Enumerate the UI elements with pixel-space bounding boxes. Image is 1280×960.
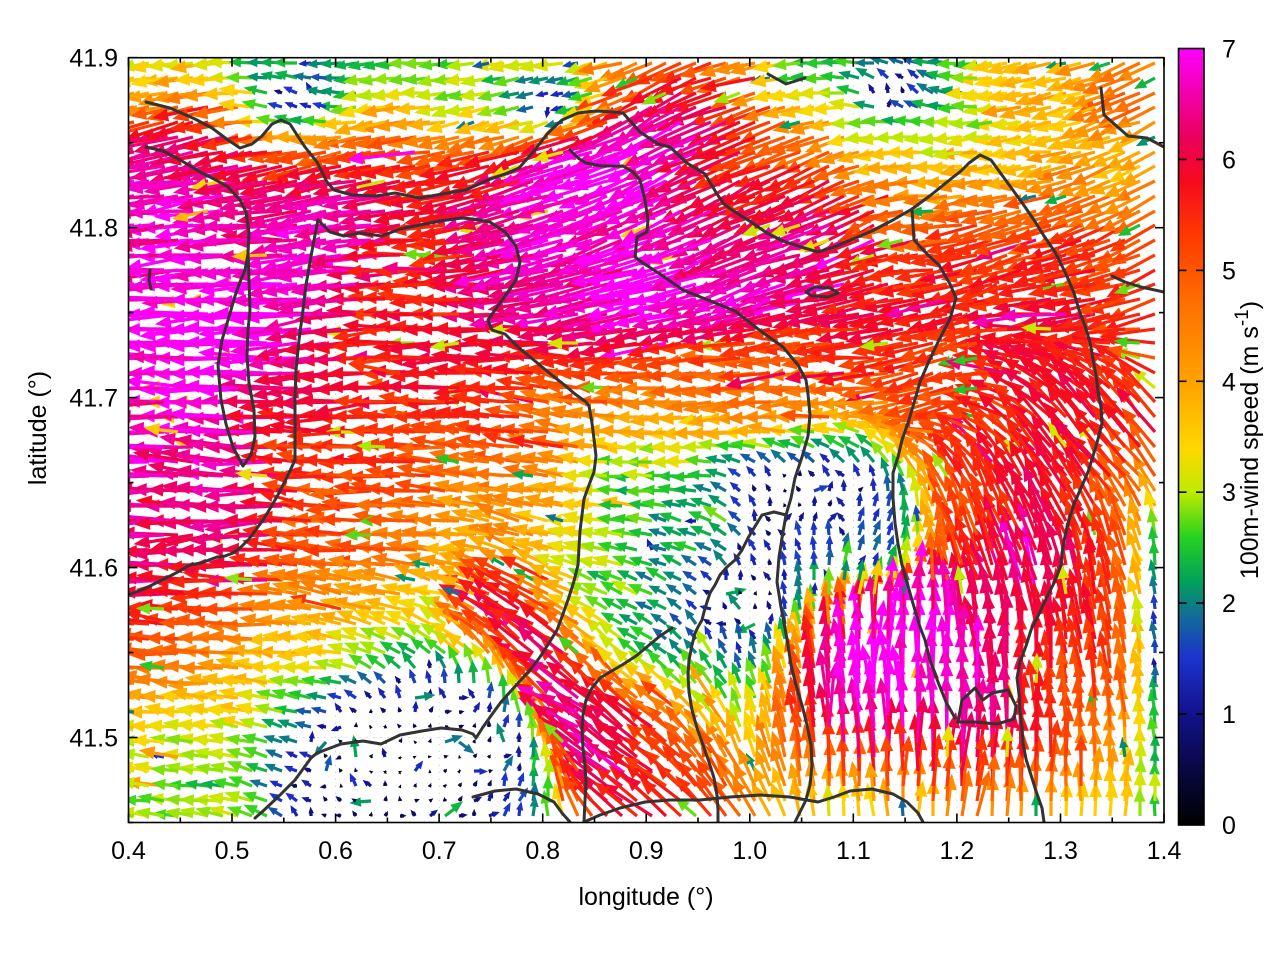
svg-text:1.3: 1.3 — [1043, 837, 1078, 865]
svg-text:0.9: 0.9 — [629, 837, 664, 865]
svg-text:4: 4 — [1222, 368, 1236, 396]
svg-text:7: 7 — [1222, 36, 1236, 64]
svg-text:41.6: 41.6 — [69, 555, 118, 583]
svg-text:0.7: 0.7 — [422, 837, 457, 865]
svg-text:0.8: 0.8 — [525, 837, 560, 865]
svg-text:0.5: 0.5 — [215, 837, 250, 865]
svg-text:1.1: 1.1 — [836, 837, 871, 865]
svg-text:100m-wind speed (m s-1): 100m-wind speed (m s-1) — [1232, 301, 1264, 579]
svg-text:5: 5 — [1222, 257, 1236, 285]
svg-text:0: 0 — [1222, 812, 1236, 840]
svg-text:1.4: 1.4 — [1147, 837, 1182, 865]
svg-text:41.8: 41.8 — [69, 215, 118, 243]
svg-text:41.7: 41.7 — [69, 385, 118, 413]
svg-text:6: 6 — [1222, 146, 1236, 174]
svg-text:3: 3 — [1222, 479, 1236, 507]
svg-text:41.9: 41.9 — [69, 45, 118, 73]
svg-text:1: 1 — [1222, 701, 1236, 729]
svg-text:1.0: 1.0 — [732, 837, 767, 865]
svg-text:2: 2 — [1222, 590, 1236, 618]
svg-text:longitude (°): longitude (°) — [578, 883, 713, 911]
svg-text:latitude (°): latitude (°) — [24, 371, 52, 485]
svg-text:1.2: 1.2 — [940, 837, 975, 865]
svg-text:0.4: 0.4 — [111, 837, 146, 865]
svg-text:0.6: 0.6 — [318, 837, 353, 865]
svg-text:41.5: 41.5 — [69, 725, 118, 753]
